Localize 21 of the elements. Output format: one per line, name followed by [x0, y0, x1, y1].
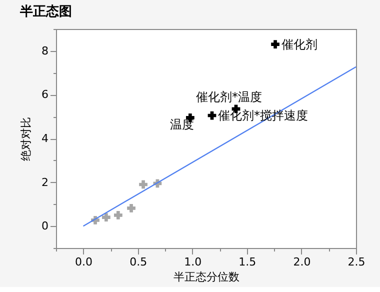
y-tick-label: 6: [42, 88, 48, 102]
annotation: 催化剂: [281, 37, 318, 52]
point: [127, 204, 136, 212]
point: [114, 210, 122, 220]
annotation: 催化剂*温度: [196, 90, 262, 104]
point: [271, 40, 280, 49]
point: [102, 213, 110, 222]
x-tick-label: 0.5: [130, 256, 148, 268]
y-tick-label: 2: [42, 176, 48, 189]
y-tick-label: 4: [42, 132, 48, 145]
x-axis-title: 半正态分位数: [174, 270, 240, 284]
x-tick-label: 2.5: [348, 256, 366, 268]
chart-title: 半正态图: [19, 4, 72, 20]
y-axis-title: 绝对对比: [20, 117, 32, 161]
x-tick-label: 1.0: [184, 256, 202, 268]
point: [139, 180, 148, 189]
x-tick-label: 0.0: [75, 256, 93, 268]
x-tick-label: 2.0: [293, 256, 311, 268]
x-tick-label: 1.5: [238, 256, 256, 268]
y-tick-label: 8: [42, 44, 48, 58]
y-tick-label: 0: [42, 220, 48, 233]
